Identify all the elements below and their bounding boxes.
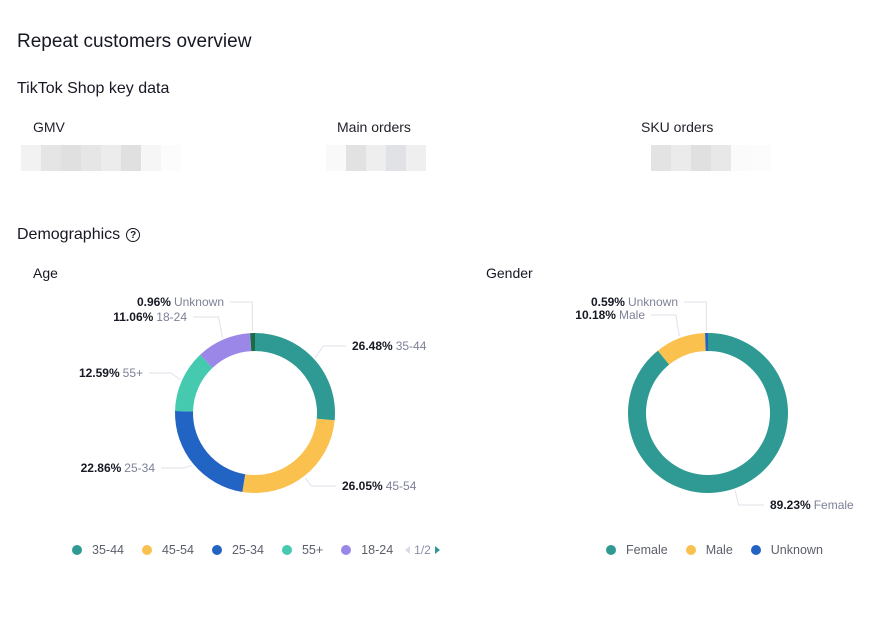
- donut-slice-male[interactable]: [657, 333, 706, 365]
- legend-item[interactable]: 35-44: [72, 543, 124, 557]
- metric-gmv-label: GMV: [33, 119, 65, 135]
- legend-dot: [211, 545, 222, 555]
- age-donut-chart: 26.48% 35-44 26.05% 45-54 22.86% 25-34 12.59% 5…: [79, 295, 427, 493]
- legend-label: 25-34: [231, 543, 264, 557]
- metric-sku-orders-label: SKU orders: [641, 119, 714, 135]
- label-leader-line: [161, 464, 193, 469]
- slice-value-label: 0.59%: [591, 295, 625, 309]
- donut-slice-55-[interactable]: [175, 354, 213, 412]
- slice-category-label: 18-24: [156, 310, 187, 324]
- slice-category-label: Female: [814, 498, 854, 512]
- slice-value-label: 0.96%: [137, 295, 171, 309]
- legend-item[interactable]: 25-34: [211, 543, 264, 557]
- slice-value-label: 26.05%: [342, 479, 383, 493]
- legend-label: Female: [626, 543, 668, 557]
- legend-label: 35-44: [92, 543, 124, 557]
- gender-legend: Female Male Unknown: [606, 543, 841, 557]
- label-leader-line: [684, 301, 707, 332]
- question-circle-icon[interactable]: ?: [126, 228, 141, 242]
- legend-dot: [606, 545, 616, 555]
- donut-slice-45-54[interactable]: [242, 418, 335, 493]
- legend-item[interactable]: 55+: [281, 543, 324, 557]
- slice-category-label: Unknown: [628, 295, 678, 309]
- legend-dot: [341, 545, 352, 555]
- slice-category-label: 35-44: [396, 339, 427, 353]
- slice-label: 89.23% Female: [770, 498, 854, 512]
- slice-label: 0.96% Unknown: [137, 295, 224, 309]
- page-title: Repeat customers overview: [17, 31, 252, 52]
- legend-dot: [281, 545, 292, 555]
- slice-value-label: 11.06%: [113, 310, 153, 324]
- slice-category-label: Male: [619, 308, 645, 322]
- slice-label: 10.18% Male: [575, 308, 645, 322]
- metric-gmv-value-redacted: [21, 145, 181, 171]
- legend-dot: [750, 545, 761, 555]
- legend-label: 55+: [301, 543, 324, 557]
- slice-value-label: 10.18%: [575, 308, 616, 322]
- donut-slice-unknown[interactable]: [705, 333, 708, 352]
- legend-pager: 1/2: [405, 543, 440, 557]
- legend-dot: [685, 545, 696, 555]
- slice-label: 26.48% 35-44: [352, 339, 427, 353]
- legend-item[interactable]: Female: [606, 543, 668, 557]
- slice-category-label: Unknown: [174, 295, 224, 309]
- donut-slice-35-44[interactable]: [255, 333, 335, 421]
- legend-item[interactable]: 45-54: [141, 543, 194, 557]
- slice-value-label: 12.59%: [79, 366, 120, 380]
- metric-main-orders-value-redacted: [326, 145, 426, 171]
- legend-dot: [72, 545, 82, 555]
- key-data-title: TikTok Shop key data: [17, 80, 170, 97]
- pager-text: 1/2: [414, 543, 431, 557]
- label-leader-line: [734, 490, 764, 506]
- label-leader-line: [193, 316, 223, 338]
- legend-item[interactable]: Unknown: [750, 543, 823, 557]
- legend-dot: [141, 545, 152, 555]
- metric-sku-orders-value-redacted: [651, 145, 771, 171]
- demographics-title: Demographics ?: [17, 226, 141, 244]
- slice-value-label: 22.86%: [81, 461, 122, 475]
- slice-label: 26.05% 45-54: [342, 479, 417, 493]
- donut-slice-unknown[interactable]: [250, 333, 255, 352]
- slice-label: 22.86% 25-34: [81, 461, 156, 475]
- label-leader-line: [315, 345, 346, 359]
- slice-category-label: 55+: [123, 366, 143, 380]
- gender-chart-title: Gender: [486, 265, 533, 281]
- pager-next-icon[interactable]: [434, 546, 440, 554]
- legend-item[interactable]: 18-24: [341, 543, 393, 557]
- age-legend: 35-44 45-54 25-34 55+ 18-24 1/2: [72, 543, 440, 557]
- donut-slice-18-24[interactable]: [200, 333, 252, 368]
- label-leader-line: [230, 301, 254, 332]
- slice-label: 0.59% Unknown: [591, 295, 678, 309]
- slice-category-label: 45-54: [386, 479, 417, 493]
- slice-label: 12.59% 55+: [79, 366, 143, 380]
- demographics-charts: 26.48% 35-44 26.05% 45-54 22.86% 25-34 12.59% 5…: [79, 295, 854, 512]
- legend-item[interactable]: Male: [685, 543, 733, 557]
- label-leader-line: [149, 372, 181, 380]
- slice-value-label: 26.48%: [352, 339, 393, 353]
- slice-value-label: 89.23%: [770, 498, 811, 512]
- label-leader-line: [304, 477, 336, 487]
- legend-label: 45-54: [161, 543, 194, 557]
- label-leader-line: [651, 314, 680, 337]
- demographics-title-text: Demographics: [17, 226, 121, 243]
- metric-main-orders-label: Main orders: [337, 119, 411, 135]
- slice-category-label: 25-34: [124, 461, 155, 475]
- age-chart-title: Age: [33, 265, 58, 281]
- legend-label: 18-24: [361, 543, 394, 557]
- pager-prev-icon[interactable]: [405, 546, 411, 554]
- donut-slice-female[interactable]: [627, 333, 788, 493]
- legend-label: Male: [705, 543, 733, 557]
- slice-label: 11.06% 18-24: [113, 310, 187, 324]
- legend-label: Unknown: [770, 543, 823, 557]
- donut-slice-25-34[interactable]: [174, 411, 246, 492]
